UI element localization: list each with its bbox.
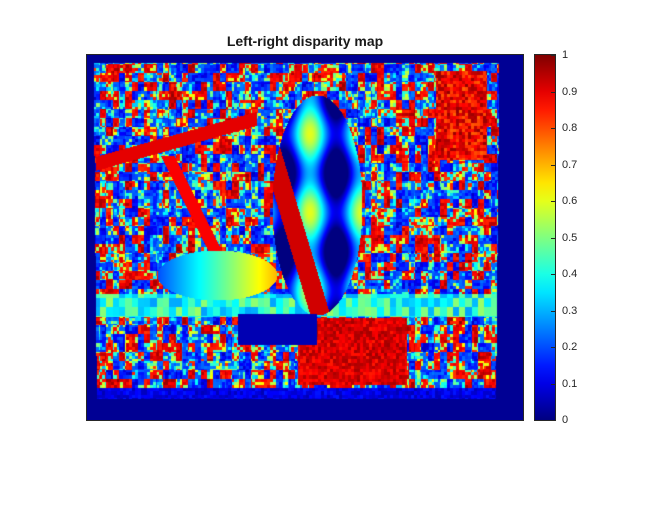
colorbar-tick-mark [551, 384, 555, 385]
colorbar [534, 54, 556, 421]
colorbar-tick-label: 0.1 [562, 378, 578, 390]
colorbar-tick-mark [551, 347, 555, 348]
colorbar-tick-label: 0 [562, 414, 569, 426]
colorbar-tick-mark [551, 128, 555, 129]
disparity-map-canvas [87, 55, 523, 420]
colorbar-tick-mark [551, 92, 555, 93]
colorbar-tick-label: 0.9 [562, 86, 578, 98]
colorbar-tick-mark [551, 311, 555, 312]
colorbar-tick-mark [551, 420, 555, 421]
colorbar-tick-label: 0.7 [562, 159, 578, 171]
disparity-map-image [86, 54, 524, 421]
colorbar-tick-label: 0.2 [562, 341, 578, 353]
colorbar-tick-mark [551, 165, 555, 166]
colorbar-tick-label: 0.5 [562, 232, 578, 244]
chart-title: Left-right disparity map [226, 33, 384, 49]
colorbar-tick-label: 1 [562, 49, 569, 61]
colorbar-tick-label: 0.4 [562, 268, 578, 280]
colorbar-tick-mark [551, 201, 555, 202]
colorbar-tick-mark [551, 55, 555, 56]
colorbar-tick-mark [551, 238, 555, 239]
colorbar-tick-mark [551, 274, 555, 275]
colorbar-tick-label: 0.6 [562, 195, 578, 207]
colorbar-tick-label: 0.8 [562, 122, 578, 134]
colorbar-tick-label: 0.3 [562, 305, 578, 317]
